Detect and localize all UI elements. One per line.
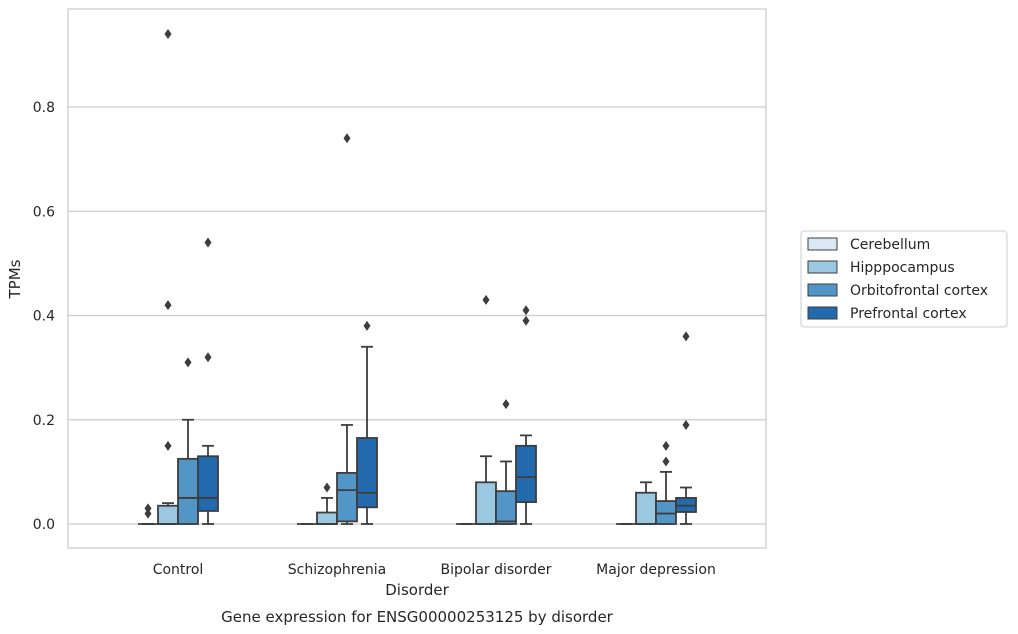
outlier-point — [144, 503, 152, 514]
x-axis-ticks: Control Schizophrenia Bipolar disorder Majo… — [153, 562, 716, 578]
y-axis-ticks: 0.0 0.2 0.4 0.6 0.8 — [33, 100, 55, 533]
y-axis-label: TPMs — [6, 259, 24, 299]
box-hipppocampus — [157, 29, 179, 525]
x-tick-label: Major depression — [596, 562, 716, 578]
box-cerebellum — [138, 503, 158, 525]
legend-label: Prefrontal cortex — [850, 306, 967, 322]
box-hipppocampus — [475, 294, 497, 525]
box-hipppocampus — [316, 482, 338, 525]
plot-area — [67, 8, 767, 549]
box-prefrontal-cortex — [515, 305, 537, 525]
legend-swatch — [807, 260, 838, 274]
box-orbitofrontal-cortex — [336, 133, 358, 525]
box-body — [197, 455, 219, 512]
outlier-point — [144, 508, 152, 519]
y-tick-label: 0.2 — [33, 413, 55, 429]
box-body — [495, 490, 517, 525]
outlier-point — [682, 419, 690, 430]
outlier-point — [323, 482, 331, 493]
y-tick-label: 0.0 — [33, 517, 55, 533]
outlier-point — [343, 133, 351, 144]
box-body — [515, 444, 537, 504]
box-body — [475, 481, 497, 525]
outlier-point — [204, 352, 212, 363]
outlier-point — [662, 440, 670, 451]
legend-label: Orbitofrontal cortex — [850, 283, 988, 299]
box-hipppocampus — [635, 481, 657, 525]
outlier-point — [662, 456, 670, 467]
outlier-point — [204, 237, 212, 248]
outlier-point — [522, 305, 530, 316]
outlier-point — [164, 29, 172, 40]
x-axis-label: Disorder — [385, 581, 449, 599]
outlier-point — [164, 300, 172, 311]
legend-swatch — [807, 283, 838, 297]
legend-swatch — [807, 237, 838, 251]
outlier-point — [184, 357, 192, 368]
outlier-point — [682, 331, 690, 342]
legend-frame — [800, 230, 1008, 328]
y-tick-label: 0.8 — [33, 100, 55, 116]
x-tick-label: Control — [153, 562, 204, 578]
box-body — [177, 457, 199, 525]
legend-label: Cerebellum — [850, 237, 930, 253]
y-tick-label: 0.6 — [33, 204, 55, 220]
outlier-point — [482, 294, 490, 305]
outlier-point — [522, 315, 530, 326]
box-body — [316, 511, 338, 525]
legend-label: Hipppocampus — [850, 260, 955, 276]
box-body — [655, 500, 677, 525]
y-tick-label: 0.4 — [33, 309, 55, 325]
x-tick-label: Schizophrenia — [288, 562, 386, 578]
gridlines — [68, 106, 766, 525]
box-orbitofrontal-cortex — [655, 440, 677, 525]
box-prefrontal-cortex — [356, 320, 378, 525]
box-prefrontal-cortex — [197, 237, 219, 525]
box-body — [336, 472, 358, 523]
outlier-point — [502, 399, 510, 410]
box-orbitofrontal-cortex — [495, 399, 517, 525]
outlier-point — [363, 320, 371, 331]
legend-swatch — [807, 306, 838, 320]
box-body — [157, 504, 179, 525]
boxes — [138, 29, 697, 525]
x-tick-label: Bipolar disorder — [440, 562, 551, 578]
box-body — [356, 437, 378, 509]
chart-caption: Gene expression for ENSG00000253125 by d… — [221, 608, 614, 626]
legend: Cerebellum Hipppocampus Orbitofrontal cort… — [800, 230, 1008, 328]
outlier-point — [164, 440, 172, 451]
box-body — [635, 491, 657, 525]
box-prefrontal-cortex — [675, 331, 697, 525]
box-orbitofrontal-cortex — [177, 357, 199, 525]
